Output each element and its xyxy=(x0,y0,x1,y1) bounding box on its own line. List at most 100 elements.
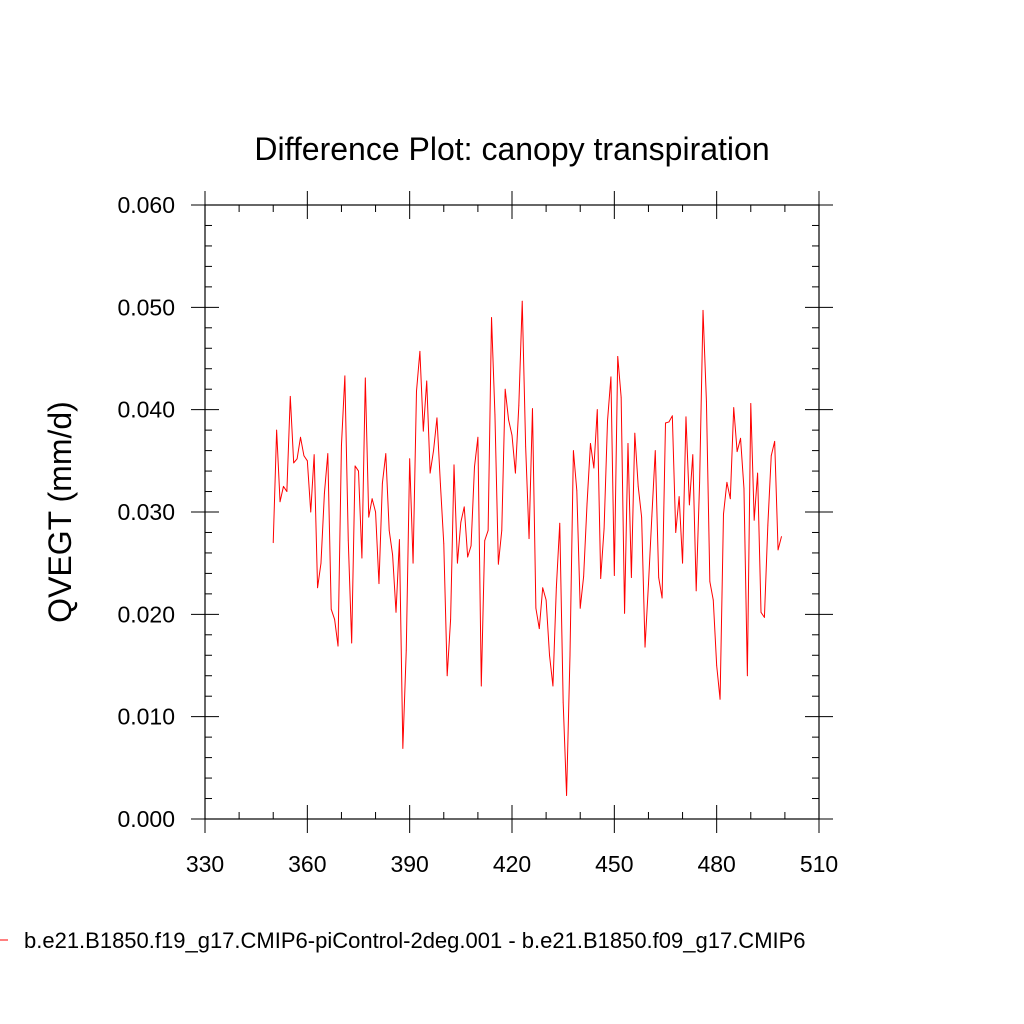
data-point xyxy=(470,545,472,547)
data-point xyxy=(378,583,380,585)
data-point xyxy=(764,617,765,618)
data-point xyxy=(491,317,492,318)
data-point xyxy=(306,460,308,462)
data-point xyxy=(323,493,325,494)
data-point xyxy=(716,665,718,666)
x-tick-label: 510 xyxy=(800,851,838,877)
data-point xyxy=(610,376,612,378)
data-point xyxy=(644,646,646,648)
data-point xyxy=(624,612,625,614)
data-point xyxy=(528,538,530,540)
data-point xyxy=(303,455,305,457)
legend: b.e21.B1850.f19_g17.CMIP6-piControl-2deg… xyxy=(0,928,806,953)
data-point xyxy=(508,419,509,421)
data-point xyxy=(501,530,503,531)
data-point xyxy=(586,503,588,505)
data-point xyxy=(712,599,714,601)
data-point xyxy=(381,482,383,484)
data-point xyxy=(675,532,677,533)
data-point xyxy=(422,430,424,432)
data-point xyxy=(569,654,571,656)
data-point xyxy=(310,511,312,513)
data-point xyxy=(354,465,356,467)
data-point xyxy=(590,443,591,444)
data-point xyxy=(699,481,701,483)
data-point xyxy=(337,645,339,647)
y-tick-labels: 0.000 0.010 0.020 0.030 0.040 0.050 0.060 xyxy=(117,192,175,832)
data-point xyxy=(583,576,585,577)
data-point xyxy=(334,619,336,620)
data-point xyxy=(525,446,527,447)
data-point xyxy=(289,395,291,397)
y-tick-label: 0.040 xyxy=(117,397,175,423)
data-point xyxy=(457,562,458,564)
data-point xyxy=(317,587,318,589)
data-point xyxy=(665,422,666,424)
y-tick-label: 0.000 xyxy=(117,806,175,832)
data-point xyxy=(330,608,332,610)
data-point xyxy=(729,498,731,500)
y-tick-label: 0.060 xyxy=(117,192,175,218)
data-point xyxy=(603,527,605,529)
data-point xyxy=(347,540,349,542)
series-line xyxy=(272,300,782,796)
data-point xyxy=(709,581,711,582)
data-point xyxy=(358,470,359,472)
data-point xyxy=(552,685,554,687)
data-point xyxy=(399,539,400,541)
data-point xyxy=(781,536,782,537)
data-point xyxy=(750,403,752,404)
data-point xyxy=(409,458,411,460)
data-point xyxy=(364,377,366,379)
data-point xyxy=(607,420,608,422)
data-point xyxy=(279,501,281,503)
data-point xyxy=(436,417,438,419)
data-point xyxy=(296,458,298,460)
data-point xyxy=(453,464,455,466)
data-point xyxy=(446,675,448,677)
data-point xyxy=(368,516,370,518)
data-point xyxy=(641,516,643,518)
data-point xyxy=(293,462,295,464)
data-point xyxy=(746,675,748,677)
data-point xyxy=(760,611,762,613)
y-tick-label: 0.010 xyxy=(117,704,175,730)
chart-title: Difference Plot: canopy transpiration xyxy=(254,131,769,167)
data-point xyxy=(467,556,469,558)
data-point xyxy=(596,409,598,411)
data-point xyxy=(521,300,523,302)
data-point xyxy=(405,649,407,651)
data-point xyxy=(515,472,516,474)
data-point xyxy=(511,434,513,436)
y-tick-label: 0.020 xyxy=(117,601,175,627)
data-point xyxy=(341,445,342,446)
x-tick-label: 450 xyxy=(595,851,633,877)
data-point xyxy=(392,554,394,556)
x-tick-label: 480 xyxy=(697,851,735,877)
data-point xyxy=(504,388,506,390)
legend-entry-label: b.e21.B1850.f19_g17.CMIP6-piControl-2deg… xyxy=(24,928,806,953)
data-point xyxy=(702,310,704,311)
data-point xyxy=(579,607,581,609)
x-tick-label: 330 xyxy=(186,851,224,877)
data-point xyxy=(753,519,755,521)
data-point xyxy=(487,530,489,531)
data-point xyxy=(419,350,421,352)
data-point xyxy=(532,408,533,410)
data-point xyxy=(545,599,547,601)
x-tick-label: 390 xyxy=(390,851,428,877)
data-point xyxy=(283,486,284,487)
data-point xyxy=(576,490,578,491)
data-point xyxy=(276,429,278,431)
data-point xyxy=(726,481,728,483)
y-tick-label: 0.030 xyxy=(117,499,175,525)
data-point xyxy=(723,513,724,515)
data-point xyxy=(388,530,390,531)
data-point xyxy=(617,356,619,357)
data-point xyxy=(429,472,431,474)
x-tick-label: 420 xyxy=(493,851,531,877)
data-point xyxy=(566,795,567,796)
data-point xyxy=(433,450,434,451)
data-point xyxy=(654,450,656,451)
